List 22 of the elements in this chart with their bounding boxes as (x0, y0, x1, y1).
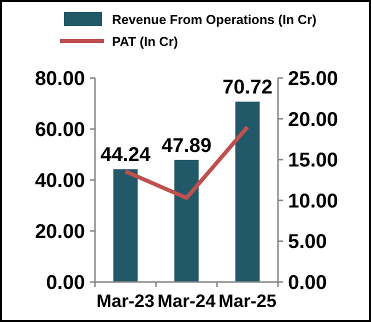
y-tick-label: 20.00 (34, 221, 85, 243)
x-tick-label: Mar-25 (218, 291, 277, 311)
data-label: 47.89 (161, 134, 212, 157)
y-tick-label: 60.00 (34, 119, 85, 141)
y2-tick-label: 5.00 (288, 231, 327, 254)
y2-tick-label: 20.00 (288, 108, 338, 131)
legend-label: PAT (In Cr) (112, 34, 178, 49)
data-label: 70.72 (222, 76, 273, 99)
y2-tick-label: 10.00 (288, 190, 338, 212)
y-tick-label: 0.00 (46, 272, 85, 294)
y-tick-label: 40.00 (34, 170, 85, 192)
x-tick-label: Mar-23 (96, 291, 155, 311)
y2-tick-label: 25.00 (288, 68, 338, 90)
y2-tick-label: 15.00 (288, 150, 338, 172)
bar (113, 169, 138, 282)
y2-tick-label: 0.00 (288, 272, 327, 294)
bar (235, 102, 260, 282)
bar (174, 160, 199, 282)
y-tick-label: 80.00 (34, 68, 85, 90)
legend-label: Revenue From Operations (In Cr) (112, 12, 316, 27)
data-label: 44.24 (100, 144, 152, 166)
x-tick-label: Mar-24 (157, 291, 216, 311)
